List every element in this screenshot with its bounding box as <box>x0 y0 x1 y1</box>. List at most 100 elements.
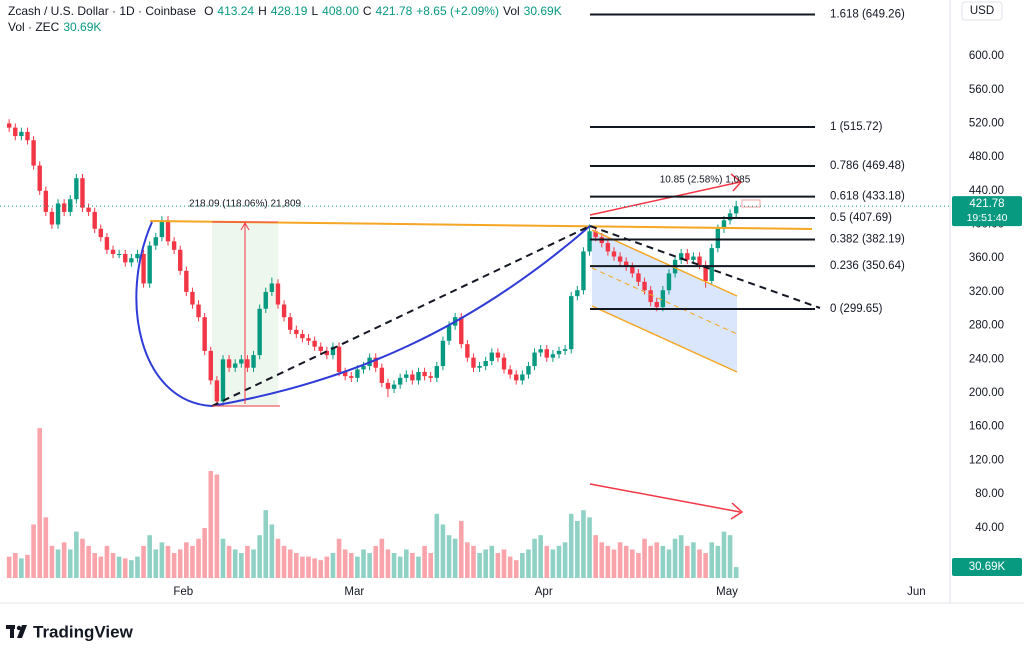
volume-bar <box>226 545 232 578</box>
candle-body <box>569 296 574 350</box>
range-box <box>741 199 761 208</box>
fib-label: 1 (515.72) <box>830 121 883 133</box>
fib-label: 0.5 (407.69) <box>830 212 892 224</box>
candle-body <box>361 366 366 370</box>
ohlc-value: 413.24 <box>217 4 255 18</box>
candle-body <box>459 317 464 345</box>
candle-body <box>556 350 562 355</box>
volume-bar <box>147 535 152 578</box>
volume-bar <box>361 549 366 578</box>
logo-text: TradingView <box>33 622 134 641</box>
candle-body <box>263 291 268 309</box>
candle-body <box>727 213 733 221</box>
volume-bar <box>379 538 385 578</box>
target-arrow-head <box>730 173 743 192</box>
volume-bar <box>373 545 379 578</box>
candle-body <box>507 369 513 375</box>
candle-body <box>110 249 116 255</box>
candle-body <box>379 367 385 383</box>
volume-bar <box>263 510 269 578</box>
volume-bar <box>526 549 531 578</box>
volume-bar <box>55 549 61 578</box>
volume-badge <box>952 558 1022 577</box>
candle-body <box>31 140 36 166</box>
volume-bar <box>141 545 146 578</box>
candle-body <box>245 359 250 368</box>
candle-body <box>483 360 488 367</box>
volume-bar <box>532 538 537 578</box>
candle-body <box>226 359 232 368</box>
candle-body <box>697 256 702 265</box>
volume-bar <box>520 553 525 578</box>
currency: USD <box>970 5 994 17</box>
y-tick-label: 160.00 <box>969 421 1004 433</box>
candle-body <box>397 377 403 385</box>
candle-body <box>159 220 165 238</box>
candle-body <box>171 241 177 250</box>
fib-label: 0.618 (433.18) <box>830 191 905 203</box>
volume-bar <box>336 538 342 578</box>
candle-body <box>678 253 684 260</box>
candle-body <box>129 258 134 263</box>
volume-bar <box>312 558 317 578</box>
price-badge-value: 421.78 <box>969 198 1004 210</box>
volume-bar <box>116 556 122 578</box>
candle-body <box>202 317 207 351</box>
volume-bar <box>294 553 299 578</box>
candle-body <box>709 248 714 281</box>
candle-body <box>630 266 635 274</box>
candle-body <box>410 374 415 381</box>
ohlc-value: 421.78 <box>375 4 413 18</box>
volume-bar <box>556 545 562 578</box>
y-tick-label: 520.00 <box>969 117 1004 129</box>
volume-bar <box>428 553 434 578</box>
target-label: 10.85 (2.58%) 1,085 <box>660 175 751 186</box>
volume-bar <box>410 553 415 578</box>
logo-icon <box>16 625 22 631</box>
volume-bar <box>165 545 171 578</box>
channel-top <box>591 229 738 297</box>
candle-body <box>6 123 12 128</box>
volume-bar <box>684 545 690 578</box>
candle-body <box>733 206 739 214</box>
volume-bar <box>587 517 592 578</box>
y-tick-label: 440.00 <box>969 185 1004 197</box>
candle-body <box>300 334 305 339</box>
candle-body <box>104 237 110 250</box>
candle-body <box>43 190 49 212</box>
volume-bar <box>385 549 391 578</box>
candle-body <box>575 290 580 297</box>
candle-body <box>19 131 24 137</box>
volume-bar <box>306 556 311 578</box>
candle-body <box>330 346 336 356</box>
volume-bar <box>251 549 256 578</box>
volume-bar <box>715 545 721 578</box>
volume-bar <box>581 510 586 578</box>
volume-bar <box>562 542 568 578</box>
volume-bar <box>465 542 470 578</box>
volume-bar <box>495 553 501 578</box>
vol-name: Vol · ZEC <box>8 20 60 34</box>
volume-bar <box>74 531 79 578</box>
candle-body <box>251 355 256 368</box>
candle-body <box>691 256 696 260</box>
candle-body <box>233 363 238 368</box>
volume-bar <box>245 545 250 578</box>
volume-bar <box>538 535 543 578</box>
logo: TradingView <box>6 622 134 641</box>
candle-body <box>239 359 244 364</box>
y-tick-label: 40.00 <box>975 522 1004 534</box>
volume-bar <box>440 524 446 578</box>
candle-body <box>489 352 495 361</box>
volume-bar <box>727 535 733 578</box>
candle-body <box>135 254 140 259</box>
volume-arrow-head <box>730 502 744 520</box>
candle-body <box>495 352 501 358</box>
volume-bar <box>544 545 550 578</box>
x-tick-label: Jun <box>907 586 926 598</box>
drawings-under <box>6 222 739 578</box>
volume-bar <box>501 549 507 578</box>
candle-body <box>80 178 85 208</box>
candle-body <box>471 357 476 368</box>
volume-bar <box>403 549 409 578</box>
